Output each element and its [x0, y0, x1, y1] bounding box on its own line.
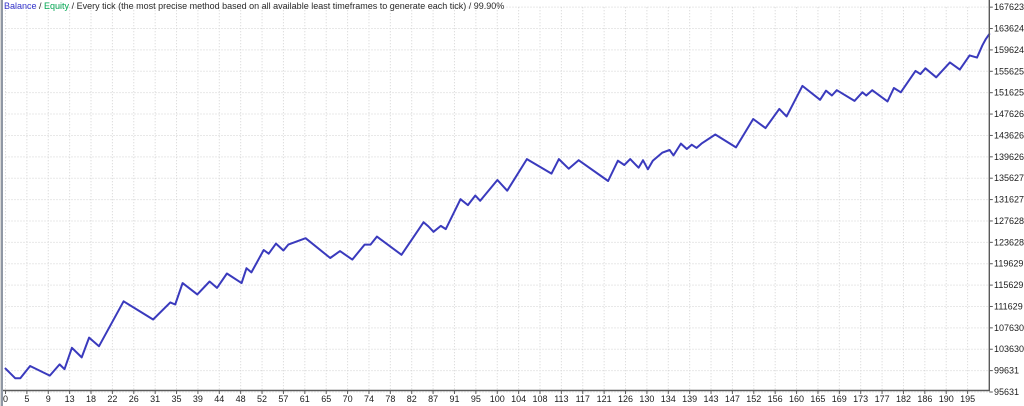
- x-tick-label: 31: [150, 394, 160, 404]
- x-tick-label: 52: [257, 394, 267, 404]
- y-tick-label: 127628: [994, 216, 1024, 226]
- x-tick-label: 35: [172, 394, 182, 404]
- x-tick-label: 9: [46, 394, 51, 404]
- x-tick-label: 121: [597, 394, 612, 404]
- x-tick-label: 173: [853, 394, 868, 404]
- x-tick-label: 87: [428, 394, 438, 404]
- x-tick-label: 104: [511, 394, 526, 404]
- x-tick-label: 117: [576, 394, 590, 404]
- chart-legend: Balance / Equity / Every tick (the most …: [4, 1, 504, 12]
- y-tick-label: 139626: [994, 152, 1024, 162]
- y-tick-label: 147626: [994, 109, 1024, 119]
- x-tick-label: 82: [407, 394, 417, 404]
- x-tick-label: 190: [939, 394, 954, 404]
- y-tick-label: 155625: [994, 66, 1024, 76]
- x-tick-label: 134: [661, 394, 676, 404]
- x-tick-label: 95: [471, 394, 481, 404]
- y-tick-label: 99631: [994, 366, 1019, 376]
- x-tick-label: 65: [321, 394, 331, 404]
- x-tick-label: 70: [343, 394, 353, 404]
- x-tick-label: 22: [107, 394, 117, 404]
- x-tick-label: 182: [896, 394, 911, 404]
- x-tick-label: 0: [3, 394, 8, 404]
- x-tick-label: 61: [300, 394, 310, 404]
- x-tick-label: 147: [725, 394, 740, 404]
- x-tick-label: 48: [236, 394, 246, 404]
- x-tick-label: 156: [768, 394, 783, 404]
- legend-separator: /: [36, 1, 45, 11]
- y-tick-label: 103630: [994, 344, 1024, 354]
- y-tick-label: 131627: [994, 195, 1024, 205]
- x-tick-label: 91: [449, 394, 459, 404]
- x-tick-label: 74: [364, 394, 374, 404]
- x-tick-label: 113: [554, 394, 568, 404]
- balance-line: [4, 33, 991, 380]
- y-tick-label: 135627: [994, 173, 1024, 183]
- y-tick-label: 167623: [994, 2, 1024, 12]
- x-tick-label: 100: [490, 394, 505, 404]
- x-tick-label: 26: [129, 394, 139, 404]
- y-tick-label: 119629: [994, 259, 1023, 269]
- x-tick-label: 169: [832, 394, 847, 404]
- x-tick-label: 143: [704, 394, 719, 404]
- x-tick-label: 78: [385, 394, 395, 404]
- legend-quality-text: 99.90%: [473, 1, 505, 11]
- y-tick-label: 115629: [994, 280, 1023, 290]
- legend-separator: /: [69, 1, 77, 11]
- legend-method-text: Every tick (the most precise method base…: [76, 1, 467, 11]
- x-tick-label: 5: [24, 394, 29, 404]
- y-tick-label: 163624: [994, 24, 1024, 34]
- legend-separator: /: [466, 1, 474, 11]
- x-tick-label: 130: [639, 394, 654, 404]
- x-tick-label: 160: [789, 394, 804, 404]
- x-tick-label: 108: [532, 394, 547, 404]
- x-tick-label: 152: [746, 394, 761, 404]
- y-tick-label: 107630: [994, 323, 1024, 333]
- x-tick-label: 57: [278, 394, 288, 404]
- window-left-border: [0, 0, 3, 406]
- x-tick-label: 44: [214, 394, 224, 404]
- legend-equity-label: Equity: [44, 1, 70, 11]
- y-tick-label: 111629: [994, 301, 1023, 311]
- y-tick-label: 143626: [994, 130, 1024, 140]
- x-tick-label: 39: [193, 394, 203, 404]
- y-tick-label: 123628: [994, 237, 1024, 247]
- legend-balance-label: Balance: [4, 1, 37, 11]
- x-tick-label: 13: [65, 394, 75, 404]
- x-tick-label: 165: [810, 394, 825, 404]
- y-tick-label: 159624: [994, 45, 1024, 55]
- x-tick-label: 177: [875, 394, 890, 404]
- x-tick-label: 126: [618, 394, 633, 404]
- y-tick-label: 95631: [994, 387, 1019, 397]
- x-tick-label: 18: [86, 394, 96, 404]
- x-tick-label: 186: [917, 394, 932, 404]
- y-tick-label: 151625: [994, 88, 1024, 98]
- x-tick-label: 195: [960, 394, 975, 404]
- x-tick-label: 139: [682, 394, 697, 404]
